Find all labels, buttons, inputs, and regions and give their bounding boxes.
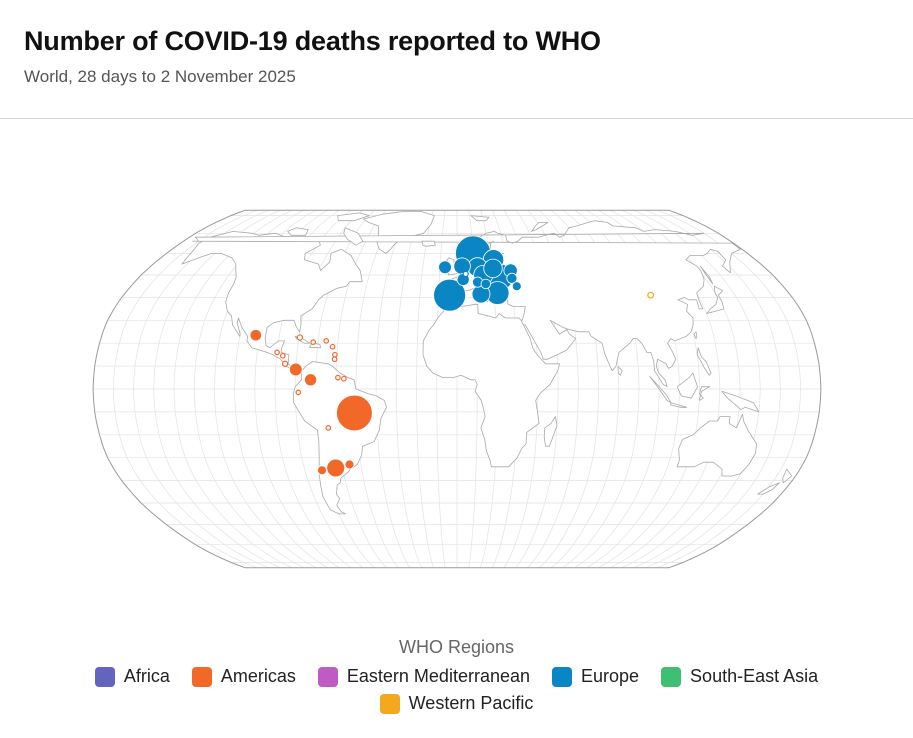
chart-subtitle: World, 28 days to 2 November 2025 bbox=[24, 67, 296, 86]
legend-label-western-pacific: Western Pacific bbox=[408, 693, 534, 713]
land-java bbox=[670, 402, 688, 408]
bubble-americas[interactable] bbox=[329, 343, 336, 350]
bubble-europe[interactable] bbox=[433, 278, 467, 312]
bubble-americas[interactable] bbox=[344, 459, 355, 470]
bubble-americas[interactable] bbox=[279, 352, 286, 359]
land-svalbard bbox=[470, 215, 490, 222]
bubble-layer bbox=[249, 235, 655, 478]
land-ellesmere bbox=[337, 212, 370, 222]
bubble-americas[interactable] bbox=[295, 389, 302, 396]
land-victoria-island bbox=[287, 227, 309, 236]
legend-item-western-pacific[interactable]: Western Pacific bbox=[379, 693, 534, 714]
land-new-zealand-south bbox=[757, 482, 780, 495]
chart-title: Number of COVID-19 deaths reported to WH… bbox=[24, 26, 601, 56]
land-japan bbox=[706, 285, 725, 314]
legend-item-europe[interactable]: Europe bbox=[552, 666, 639, 687]
bubble-americas[interactable] bbox=[274, 349, 280, 356]
legend: WHO Regions Africa Americas Eastern Medi… bbox=[0, 637, 913, 720]
bubble-americas[interactable] bbox=[325, 425, 332, 431]
legend-label-americas: Americas bbox=[220, 666, 296, 686]
map-outline bbox=[92, 209, 822, 569]
legend-swatch-south-east-asia bbox=[661, 666, 682, 687]
land-novaya-zemlya bbox=[531, 222, 549, 232]
bubble-europe[interactable] bbox=[506, 272, 518, 284]
bubble-americas[interactable] bbox=[341, 375, 347, 382]
legend-swatch-eastern-mediterranean bbox=[317, 666, 338, 687]
land-new-guinea bbox=[721, 390, 760, 413]
land-philippines bbox=[696, 347, 712, 376]
bubble-americas[interactable] bbox=[336, 394, 373, 432]
bubble-americas[interactable] bbox=[296, 334, 304, 341]
land-borneo bbox=[676, 372, 698, 399]
header: Number of COVID-19 deaths reported to WH… bbox=[24, 26, 884, 87]
legend-item-south-east-asia[interactable]: South-East Asia bbox=[661, 666, 818, 687]
header-divider bbox=[0, 118, 913, 119]
land-north-america bbox=[181, 231, 363, 374]
land-africa bbox=[422, 303, 560, 468]
land-sumatra bbox=[649, 376, 672, 404]
land-new-zealand bbox=[782, 468, 793, 484]
land-sakhalin bbox=[699, 265, 714, 285]
land-iceland bbox=[421, 240, 436, 247]
legend-item-eastern-mediterranean[interactable]: Eastern Mediterranean bbox=[317, 666, 530, 687]
legend-swatch-europe bbox=[552, 666, 572, 687]
bubble-americas[interactable] bbox=[304, 373, 318, 387]
legend-item-africa[interactable]: Africa bbox=[94, 666, 170, 687]
bubble-europe[interactable] bbox=[511, 281, 522, 292]
bubble-europe[interactable] bbox=[483, 258, 503, 279]
bubble-americas[interactable] bbox=[335, 374, 341, 381]
legend-label-africa: Africa bbox=[123, 666, 170, 686]
land-sri-lanka bbox=[617, 366, 623, 376]
legend-row-2: Western Pacific bbox=[0, 693, 913, 714]
bubble-americas[interactable] bbox=[331, 356, 338, 363]
bubble-europe[interactable] bbox=[462, 270, 469, 278]
land-baffin bbox=[343, 227, 364, 246]
legend-swatch-americas bbox=[191, 666, 212, 687]
legend-row-1: Africa Americas Eastern Mediterranean Eu… bbox=[0, 666, 913, 687]
legend-item-americas[interactable]: Americas bbox=[191, 666, 296, 687]
bubble-europe[interactable] bbox=[438, 260, 452, 275]
legend-title: WHO Regions bbox=[398, 637, 515, 657]
legend-swatch-western-pacific bbox=[379, 693, 400, 714]
bubble-americas[interactable] bbox=[310, 339, 317, 345]
land-australia bbox=[676, 413, 757, 477]
land-greenland bbox=[363, 211, 435, 254]
bubble-americas[interactable] bbox=[326, 458, 346, 478]
world-map[interactable] bbox=[0, 170, 913, 610]
bubble-americas[interactable] bbox=[323, 338, 330, 344]
legend-label-eastern-mediterranean: Eastern Mediterranean bbox=[346, 666, 530, 686]
bubble-americas[interactable] bbox=[288, 362, 303, 377]
legend-swatch-africa bbox=[94, 666, 115, 687]
bubble-americas[interactable] bbox=[281, 360, 289, 367]
map-land bbox=[181, 211, 793, 515]
bubble-americas[interactable] bbox=[317, 465, 327, 476]
land-sulawesi bbox=[698, 386, 711, 401]
bubble-europe[interactable] bbox=[480, 278, 492, 290]
land-madagascar bbox=[543, 416, 558, 447]
land-taiwan bbox=[693, 331, 698, 339]
legend-label-south-east-asia: South-East Asia bbox=[690, 666, 819, 686]
bubble-americas[interactable] bbox=[249, 329, 262, 342]
legend-label-europe: Europe bbox=[581, 666, 640, 686]
bubble-americas[interactable] bbox=[332, 351, 338, 358]
bubble-western-pacific[interactable] bbox=[647, 291, 655, 299]
